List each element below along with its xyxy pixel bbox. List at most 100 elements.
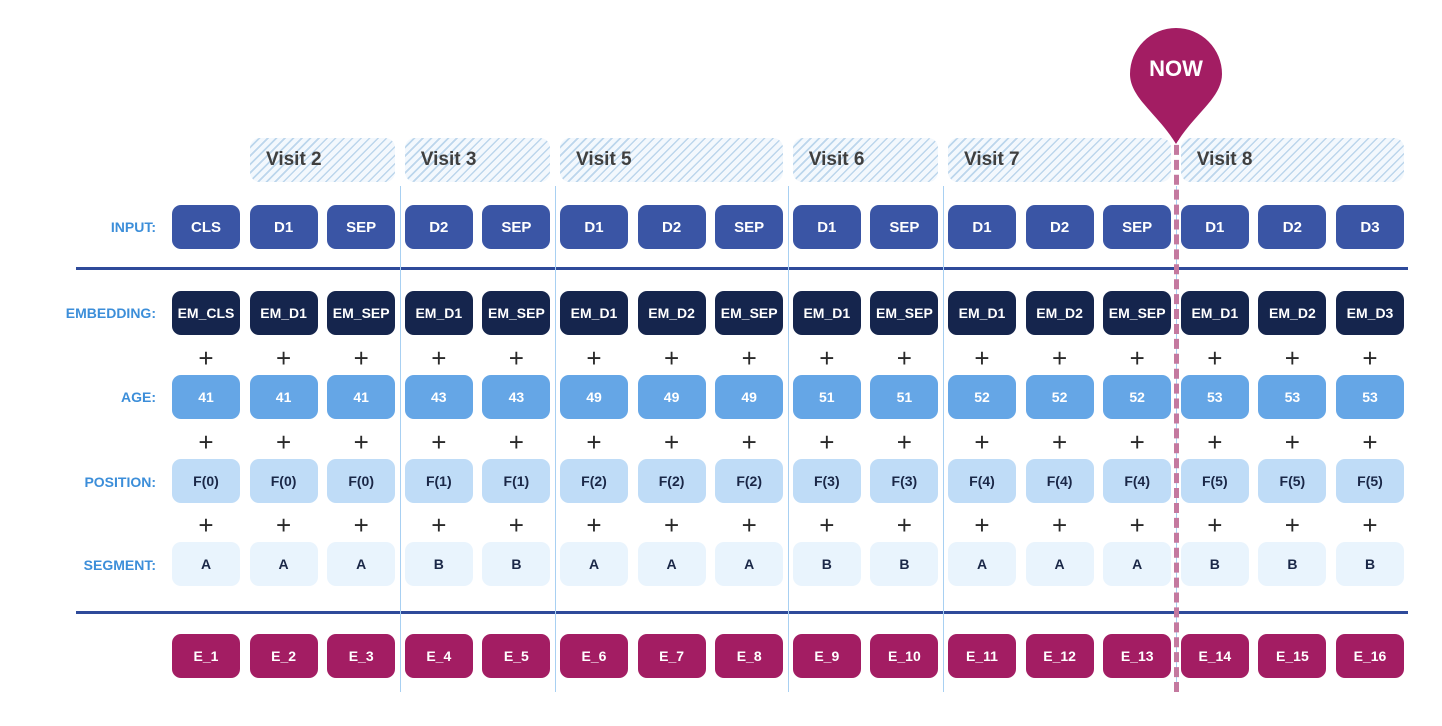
token-output-15: E_15: [1258, 634, 1327, 678]
plus-sign: +: [741, 343, 757, 373]
token-age-16: 53: [1336, 375, 1404, 419]
token-output-2: E_2: [249, 634, 318, 678]
token-segment-12: A: [1025, 542, 1094, 586]
token-segment-3: A: [327, 542, 396, 586]
token-age-11: 52: [948, 375, 1016, 419]
plus-sign: +: [586, 427, 602, 457]
visit-label: Visit 7: [964, 149, 1020, 170]
plus-sign: +: [1284, 427, 1300, 457]
plus-sign: +: [586, 510, 602, 540]
token-input-14: D1: [1180, 205, 1249, 249]
token-position-4: F(1): [404, 459, 473, 503]
plus-sign: +: [741, 510, 757, 540]
plus-sign: +: [1207, 427, 1223, 457]
token-age-3: 41: [327, 375, 396, 419]
token-embedding-11: EM_D1: [948, 291, 1016, 335]
row-label-age: AGE:: [121, 389, 156, 405]
token-input-5: SEP: [482, 205, 551, 249]
token-segment-8: A: [715, 542, 784, 586]
token-segment-16: B: [1336, 542, 1404, 586]
token-age-12: 52: [1025, 375, 1094, 419]
plus-sign: +: [1362, 343, 1378, 373]
token-position-9: F(3): [792, 459, 861, 503]
visit-group-2: Visit 3: [404, 138, 551, 182]
plus-sign: +: [664, 343, 680, 373]
token-position-5: F(1): [482, 459, 551, 503]
token-output-7: E_7: [637, 634, 706, 678]
plus-sign: +: [353, 343, 369, 373]
plus-sign: +: [276, 510, 292, 540]
token-age-14: 53: [1180, 375, 1249, 419]
token-position-11: F(4): [948, 459, 1016, 503]
token-output-5: E_5: [482, 634, 551, 678]
plus-sign: +: [276, 427, 292, 457]
plus-sign: +: [508, 427, 524, 457]
plus-sign: +: [276, 343, 292, 373]
token-position-14: F(5): [1180, 459, 1249, 503]
token-embedding-1: EM_CLS: [172, 291, 240, 335]
token-output-3: E_3: [327, 634, 396, 678]
token-input-4: D2: [404, 205, 473, 249]
token-output-1: E_1: [172, 634, 240, 678]
token-age-7: 49: [637, 375, 706, 419]
token-embedding-13: EM_SEP: [1103, 291, 1172, 335]
token-segment-1: A: [172, 542, 240, 586]
plus-sign: +: [819, 343, 835, 373]
token-age-2: 41: [249, 375, 318, 419]
token-segment-7: A: [637, 542, 706, 586]
token-position-8: F(2): [715, 459, 784, 503]
row-label-position: POSITION:: [84, 474, 156, 490]
visit-separator: [788, 186, 789, 692]
token-age-6: 49: [560, 375, 628, 419]
token-position-13: F(4): [1103, 459, 1172, 503]
token-embedding-3: EM_SEP: [327, 291, 396, 335]
plus-sign: +: [508, 343, 524, 373]
plus-sign: +: [1284, 510, 1300, 540]
token-output-9: E_9: [792, 634, 861, 678]
plus-sign: +: [819, 510, 835, 540]
token-output-12: E_12: [1025, 634, 1094, 678]
token-embedding-4: EM_D1: [404, 291, 473, 335]
token-input-16: D3: [1336, 205, 1404, 249]
token-output-13: E_13: [1103, 634, 1172, 678]
token-position-15: F(5): [1258, 459, 1327, 503]
token-age-15: 53: [1258, 375, 1327, 419]
plus-sign: +: [431, 343, 447, 373]
token-segment-14: B: [1180, 542, 1249, 586]
plus-sign: +: [1129, 427, 1145, 457]
token-position-3: F(0): [327, 459, 396, 503]
token-segment-6: A: [560, 542, 628, 586]
visit-group-1: Visit 2: [250, 138, 396, 182]
plus-sign: +: [1207, 343, 1223, 373]
token-segment-9: B: [792, 542, 861, 586]
plus-sign: +: [1362, 510, 1378, 540]
token-position-6: F(2): [560, 459, 628, 503]
token-embedding-5: EM_SEP: [482, 291, 551, 335]
token-output-11: E_11: [948, 634, 1016, 678]
token-embedding-9: EM_D1: [792, 291, 861, 335]
token-output-10: E_10: [870, 634, 939, 678]
plus-sign: +: [353, 427, 369, 457]
visit-group-3: Visit 5: [560, 138, 784, 182]
plus-sign: +: [974, 427, 990, 457]
token-embedding-16: EM_D3: [1336, 291, 1404, 335]
token-input-1: CLS: [172, 205, 240, 249]
visit-separator: [943, 186, 944, 692]
visit-label: Visit 3: [420, 149, 477, 170]
token-position-12: F(4): [1025, 459, 1094, 503]
now-label: NOW: [1149, 56, 1203, 81]
token-input-9: D1: [792, 205, 861, 249]
divider-top: [76, 267, 1408, 270]
plus-sign: +: [1052, 510, 1068, 540]
visit-label: Visit 2: [266, 149, 322, 170]
token-embedding-15: EM_D2: [1258, 291, 1327, 335]
row-label-embedding: EMBEDDING:: [65, 305, 156, 321]
token-segment-10: B: [870, 542, 939, 586]
token-output-6: E_6: [560, 634, 628, 678]
token-input-2: D1: [249, 205, 318, 249]
now-line: [1174, 130, 1179, 692]
token-output-4: E_4: [404, 634, 473, 678]
token-input-13: SEP: [1103, 205, 1172, 249]
token-embedding-14: EM_D1: [1180, 291, 1249, 335]
token-position-1: F(0): [172, 459, 240, 503]
